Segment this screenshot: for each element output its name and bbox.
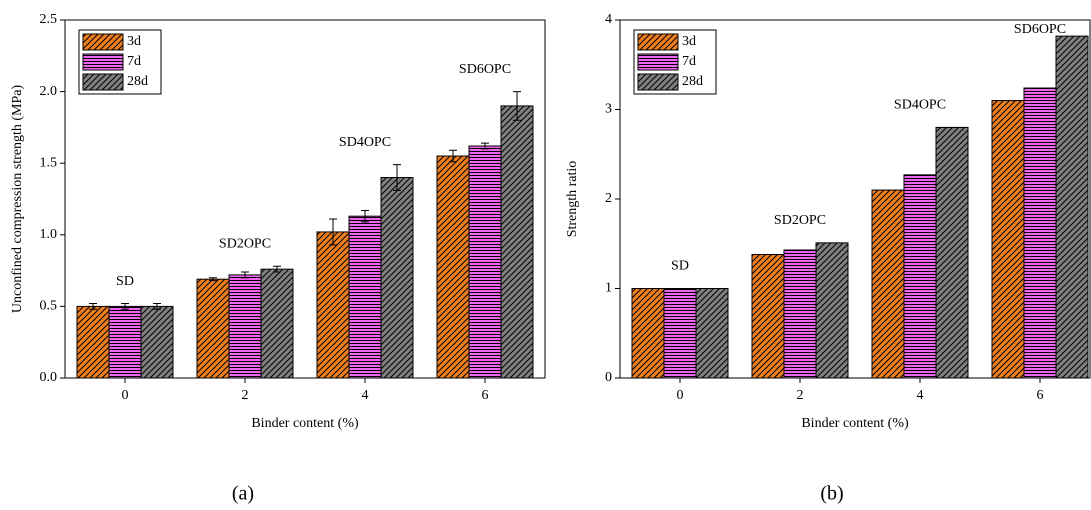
y-tick-label: 0.0: [40, 370, 58, 385]
panel-label: (b): [820, 483, 843, 505]
bar: [348, 215, 382, 379]
chart-panel: 0.0 0.5 1.0 1.5 2.0 2.5 Unconfined compression…: [10, 12, 546, 505]
x-tick-label: 0: [122, 388, 129, 403]
y-axis-label: Unconfined compression strength (MPa): [10, 85, 25, 314]
bar: [871, 189, 905, 379]
annotation: SD: [671, 259, 689, 274]
error-bar: [481, 142, 489, 150]
annotation: SD2OPC: [219, 237, 271, 252]
legend-swatch: [82, 73, 124, 91]
x-tick-label: 6: [482, 388, 489, 403]
bar: [751, 253, 785, 379]
annotation: SD4OPC: [339, 135, 391, 150]
error-bar: [121, 303, 129, 310]
bar: [108, 305, 142, 379]
bar: [380, 177, 414, 379]
panel-label: (a): [232, 483, 254, 505]
error-bar: [513, 91, 521, 121]
y-tick-label: 2.5: [40, 12, 58, 27]
x-tick-label: 4: [917, 388, 924, 403]
x-tick-label: 2: [242, 388, 249, 403]
legend-label: 3d: [127, 34, 141, 49]
legend-label: 28d: [127, 74, 148, 89]
annotation: SD2OPC: [774, 213, 826, 228]
error-bar: [449, 149, 457, 163]
x-tick-label: 0: [677, 388, 684, 403]
bar: [500, 105, 534, 379]
annotation: SD4OPC: [894, 98, 946, 113]
y-tick-label: 2.0: [40, 84, 58, 99]
y-tick-label: 3: [605, 102, 612, 117]
bar: [76, 305, 110, 379]
legend-swatch: [637, 33, 679, 51]
legend: 3d 7d 28d: [78, 29, 162, 95]
y-tick-label: 1.0: [40, 227, 58, 242]
chart-panel: 0 1 2 3 4 Strength ratio Binder content (%) (b)…: [565, 12, 1091, 505]
bar: [903, 174, 937, 379]
bar: [196, 278, 230, 379]
annotation: SD6OPC: [459, 62, 511, 77]
bar: [228, 274, 262, 379]
error-bar: [393, 164, 401, 191]
y-tick-label: 1: [605, 281, 612, 296]
y-tick-label: 1.5: [40, 155, 58, 170]
y-tick-label: 2: [605, 191, 612, 206]
plot-frame: [64, 19, 546, 379]
x-tick-label: 2: [797, 388, 804, 403]
legend-swatch: [637, 73, 679, 91]
bar: [436, 155, 470, 379]
bar: [1023, 87, 1057, 379]
bar: [1055, 35, 1089, 379]
y-axis-label: Strength ratio: [565, 161, 580, 238]
x-axis-label: Binder content (%): [801, 416, 909, 431]
bar: [260, 268, 294, 379]
bar: [695, 288, 729, 379]
error-bar: [241, 271, 249, 279]
bar: [783, 249, 817, 379]
bar: [140, 305, 174, 379]
error-bar: [89, 303, 97, 310]
legend-swatch: [82, 33, 124, 51]
x-axis-label: Binder content (%): [251, 416, 359, 431]
x-tick-label: 4: [362, 388, 369, 403]
legend-label: 7d: [682, 54, 696, 69]
error-bar: [209, 277, 217, 282]
x-tick-label: 6: [1037, 388, 1044, 403]
legend-label: 3d: [682, 34, 696, 49]
annotation: SD: [116, 274, 134, 289]
legend-label: 7d: [127, 54, 141, 69]
annotation: SD6OPC: [1014, 22, 1066, 37]
y-tick-label: 0.5: [40, 299, 58, 314]
y-tick-label: 4: [605, 12, 612, 27]
bar: [663, 288, 697, 379]
error-bar: [273, 265, 281, 273]
error-bar: [361, 209, 369, 223]
bar: [935, 126, 969, 379]
bar: [815, 242, 849, 379]
bar: [991, 100, 1025, 379]
bar: [631, 288, 665, 379]
bar: [316, 231, 350, 379]
legend: 3d 7d 28d: [633, 29, 717, 95]
bar: [468, 145, 502, 379]
y-tick-label: 0: [605, 370, 612, 385]
error-bar: [329, 218, 337, 246]
error-bar: [153, 303, 161, 310]
legend-swatch: [637, 53, 679, 71]
legend-label: 28d: [682, 74, 703, 89]
legend-swatch: [82, 53, 124, 71]
